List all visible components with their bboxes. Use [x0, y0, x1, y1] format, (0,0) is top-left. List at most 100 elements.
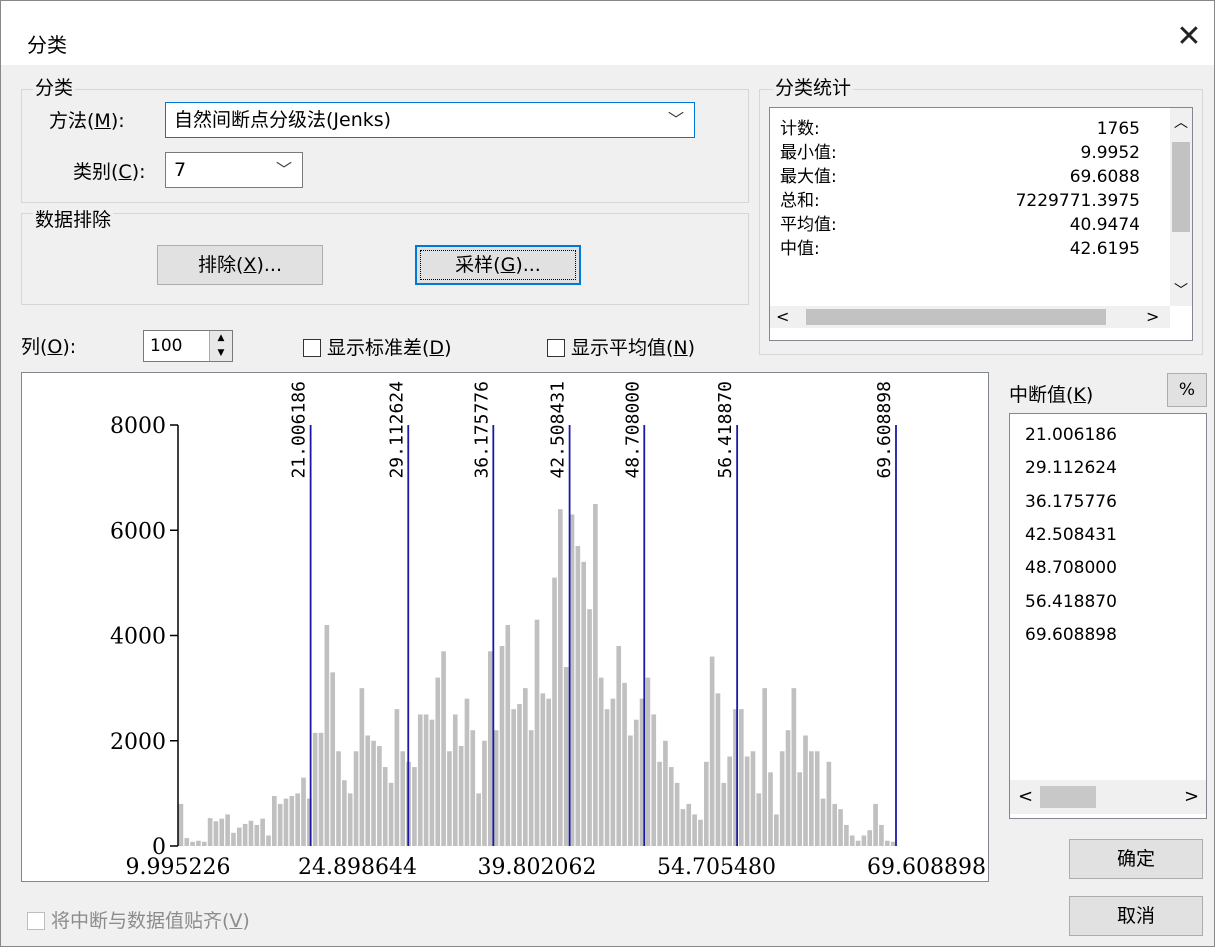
percent-button[interactable]: % — [1167, 373, 1207, 407]
histogram-bar — [517, 703, 522, 846]
show-std-label[interactable]: 显示标准差(D) — [327, 337, 452, 359]
histogram-bar — [569, 514, 575, 846]
close-icon[interactable]: ✕ — [1176, 19, 1202, 54]
scroll-thumb[interactable] — [1172, 142, 1190, 232]
histogram-bar — [283, 798, 289, 846]
histogram-bar — [721, 782, 727, 846]
histogram-bar — [663, 740, 668, 846]
break-value-6[interactable]: 56.418870 — [1025, 592, 1117, 612]
histogram-bar — [458, 746, 464, 846]
histogram-bar — [698, 819, 703, 846]
histogram-bar — [528, 730, 534, 846]
histogram-bar — [365, 735, 371, 846]
breaks-horizontal-scrollbar[interactable]: < > — [1010, 780, 1206, 814]
scroll-right-icon[interactable]: > — [1184, 786, 1200, 807]
histogram-bar — [324, 624, 330, 846]
histogram-bar — [201, 841, 207, 846]
sampling-button[interactable]: 采样(G)... — [415, 245, 581, 285]
window-title: 分类 — [27, 33, 67, 57]
snap-checkbox[interactable] — [27, 912, 45, 930]
histogram-bar — [703, 761, 709, 846]
histogram-bar — [301, 777, 306, 846]
scroll-down-icon[interactable]: ﹀ — [1174, 283, 1188, 299]
chevron-down-icon: ﹀ — [667, 110, 684, 129]
histogram-bar — [178, 803, 184, 846]
histogram-bar — [196, 840, 201, 846]
histogram-bar — [318, 732, 324, 846]
classification-group — [21, 89, 749, 203]
break-value-1[interactable]: 21.006186 — [1025, 425, 1117, 445]
histogram-bar — [610, 698, 616, 846]
stats-list[interactable]: 计数: 1765 最小值: 9.9952 最大值: 69.6088 总和: 722977… — [769, 107, 1193, 341]
histogram-bar — [441, 651, 446, 846]
break-value-4[interactable]: 42.508431 — [1025, 525, 1117, 545]
histogram-bar — [184, 838, 190, 846]
show-mean-label[interactable]: 显示平均值(N) — [571, 337, 696, 359]
histogram-bar — [342, 780, 347, 846]
classes-select[interactable]: 7 ﹀ — [165, 152, 303, 188]
classes-label: 类别(C): — [73, 161, 146, 183]
exclude-button[interactable]: 排除(X)... — [157, 245, 323, 285]
histogram-bar — [423, 714, 429, 846]
histogram-bar — [452, 714, 458, 846]
stat-row-mean: 平均值: 40.9474 — [780, 215, 1140, 235]
scroll-thumb[interactable] — [1040, 786, 1096, 808]
histogram-svg: 0 2000 4000 6000 8000 9.995226 24.898644 39.802… — [110, 381, 986, 880]
histogram-bar — [371, 740, 376, 846]
histogram-bar — [476, 793, 481, 847]
columns-spinner[interactable]: 100 ▲ ▼ — [143, 330, 233, 362]
stat-row-max: 最大值: 69.6088 — [780, 167, 1140, 187]
y-tick-label: 4000 — [110, 625, 166, 650]
break-value-2[interactable]: 29.112624 — [1025, 458, 1117, 478]
histogram-bar — [791, 688, 797, 847]
break-value-5[interactable]: 48.708000 — [1025, 558, 1117, 578]
histogram-bar — [733, 709, 738, 846]
y-tick-label: 2000 — [110, 730, 166, 755]
ok-button[interactable]: 确定 — [1069, 839, 1203, 879]
break-label: 56.418870 — [715, 381, 736, 479]
scroll-up-icon[interactable]: ︿ — [1174, 115, 1188, 131]
histogram-bar — [803, 735, 808, 846]
data-exclusion-group-label: 数据排除 — [33, 209, 114, 231]
histogram-bar — [487, 651, 493, 846]
snap-label[interactable]: 将中断与数据值贴齐(V) — [51, 910, 250, 932]
histogram-bar — [838, 809, 843, 846]
histogram-chart[interactable]: 0 2000 4000 6000 8000 9.995226 24.898644 39.802… — [21, 372, 989, 882]
show-std-checkbox[interactable] — [303, 339, 321, 357]
scroll-left-icon[interactable]: < — [776, 307, 790, 326]
scroll-left-icon[interactable]: < — [1018, 786, 1034, 807]
data-exclusion-group — [21, 213, 749, 305]
method-select[interactable]: 自然间断点分级法(Jenks) ﹀ — [165, 102, 695, 138]
stat-row-median: 中值: 42.6195 — [780, 239, 1140, 259]
histogram-bar — [820, 798, 826, 846]
break-value-7[interactable]: 69.608898 — [1025, 625, 1117, 645]
histogram-bar — [832, 803, 838, 846]
scroll-right-icon[interactable]: > — [1146, 307, 1160, 326]
show-mean-checkbox[interactable] — [547, 339, 565, 357]
spin-up-icon[interactable]: ▲ — [209, 331, 232, 346]
focus-rect — [420, 250, 576, 280]
columns-value: 100 — [150, 336, 183, 356]
histogram-bar — [190, 841, 195, 846]
histogram-bar — [558, 509, 563, 846]
histogram-bar — [867, 830, 873, 846]
histogram-bar — [493, 730, 499, 846]
y-tick-label: 0 — [152, 835, 166, 860]
histogram-bar — [884, 840, 890, 846]
histogram-bar — [785, 730, 791, 846]
histogram-bar — [219, 818, 225, 846]
histogram-bar — [412, 767, 417, 846]
stats-vertical-scrollbar[interactable]: ︿ ﹀ — [1170, 108, 1192, 306]
histogram-bar — [768, 772, 773, 846]
breaks-list[interactable]: 21.006186 29.112624 36.175776 42.508431 … — [1009, 413, 1207, 819]
break-value-3[interactable]: 36.175776 — [1025, 492, 1117, 512]
histogram-bar — [879, 824, 884, 846]
spin-down-icon[interactable]: ▼ — [209, 346, 232, 361]
histogram-bar — [534, 619, 540, 846]
stats-horizontal-scrollbar[interactable]: < > — [770, 306, 1170, 328]
scroll-thumb[interactable] — [806, 309, 1106, 325]
histogram-bar — [417, 714, 423, 846]
cancel-button[interactable]: 取消 — [1069, 896, 1203, 936]
histogram-bar — [505, 624, 511, 846]
histogram-bar — [756, 793, 762, 847]
